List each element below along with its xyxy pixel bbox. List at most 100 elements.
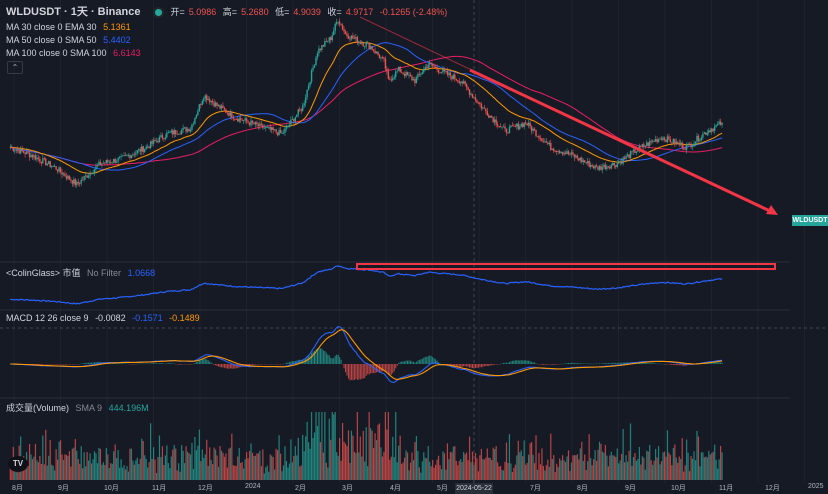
candle-body xyxy=(28,152,31,158)
volume-bar xyxy=(15,464,17,480)
volume-bar xyxy=(85,466,87,480)
volume-bar xyxy=(204,454,206,480)
volume-bar xyxy=(573,455,576,480)
candle-body xyxy=(694,141,697,144)
candle-body xyxy=(616,163,618,167)
volume-bar xyxy=(606,455,608,480)
candle-body xyxy=(420,74,422,76)
candle-body xyxy=(471,93,474,98)
candle-body xyxy=(180,130,183,134)
volume-bar xyxy=(579,448,581,480)
volume-legend[interactable]: 成交量(Volume) SMA 9 444.196M xyxy=(6,402,153,415)
macd-bar xyxy=(200,359,202,364)
macd-bar xyxy=(333,357,335,364)
candle-body xyxy=(663,137,666,140)
volume-bar xyxy=(587,461,589,480)
ma100-line xyxy=(10,55,723,166)
macd-bar xyxy=(113,363,115,364)
volume-bar xyxy=(178,463,180,480)
candle-body xyxy=(201,100,203,105)
candle-body xyxy=(138,149,140,151)
symbol-title[interactable]: WLDUSDT · 1天 · Binance xyxy=(6,6,141,18)
candle-body xyxy=(668,136,670,140)
candle-body xyxy=(365,43,367,47)
candle-body xyxy=(155,140,158,142)
macd-bar xyxy=(207,360,209,364)
macd-bar xyxy=(45,364,47,365)
candle-body xyxy=(563,152,565,155)
volume-bar xyxy=(477,471,480,480)
volume-bar xyxy=(408,470,410,480)
macd-bar xyxy=(606,363,608,364)
candle-body xyxy=(149,141,152,149)
candle-body xyxy=(364,46,366,48)
volume-bar xyxy=(719,445,722,480)
volume-bar xyxy=(647,451,649,480)
candle-body xyxy=(491,115,493,118)
volume-bar xyxy=(334,412,336,480)
macd-bar xyxy=(674,364,676,366)
ma30-path xyxy=(10,41,723,174)
volume-bar xyxy=(597,449,599,480)
volume-bar xyxy=(675,457,677,480)
x-tick: 7月 xyxy=(530,485,541,492)
ma30-legend[interactable]: MA 30 close 0 EMA 30 5.1361 xyxy=(6,21,135,34)
candle-body xyxy=(335,22,338,24)
candle-body xyxy=(281,132,283,134)
macd-bar xyxy=(284,363,286,364)
volume-bar xyxy=(680,458,682,480)
ma50-legend[interactable]: MA 50 close 0 SMA 50 5.4402 xyxy=(6,34,135,47)
candle-body xyxy=(307,85,310,90)
macd-bar xyxy=(411,361,413,364)
volume-bar xyxy=(715,459,717,480)
candle-body xyxy=(297,109,299,115)
candle-body xyxy=(197,111,199,116)
macd-bar xyxy=(309,355,311,364)
volume-bar xyxy=(486,448,488,480)
volume-bar xyxy=(420,472,422,480)
volume-bar xyxy=(538,453,540,480)
candle-body xyxy=(278,129,280,136)
macd-bar xyxy=(321,348,323,364)
macd-bar xyxy=(415,361,417,364)
volume-bar xyxy=(325,462,327,480)
candle-body xyxy=(395,71,397,77)
macd-legend[interactable]: MACD 12 26 close 9 -0.0082 -0.1571 -0.14… xyxy=(6,312,204,325)
volume-bar xyxy=(65,454,68,480)
ma100-label: MA 100 close 0 SMA 100 xyxy=(6,48,107,58)
macd-bar xyxy=(480,364,482,368)
collapse-legend-button[interactable]: ⌃ xyxy=(7,61,23,74)
volume-bar xyxy=(483,459,485,480)
volume-bar xyxy=(576,454,578,480)
ma100-legend[interactable]: MA 100 close 0 SMA 100 6.6143 xyxy=(6,47,145,60)
candle-body xyxy=(715,124,717,127)
candle-body xyxy=(157,140,159,143)
candle-body xyxy=(558,151,561,154)
volume-bar xyxy=(130,448,133,480)
macd-bar xyxy=(683,364,685,366)
candle-body xyxy=(167,132,170,134)
macd-bar xyxy=(504,362,506,364)
candle-body xyxy=(397,66,400,71)
macd-bar xyxy=(581,363,583,364)
macd-bar xyxy=(229,364,231,369)
macd-bar xyxy=(553,364,555,365)
volume-bar xyxy=(154,459,156,480)
tradingview-logo[interactable]: TV xyxy=(8,456,28,472)
ma30-label: MA 30 close 0 EMA 30 xyxy=(6,22,97,32)
macd-bar xyxy=(120,363,122,364)
ma30-line xyxy=(10,41,723,174)
candle-body xyxy=(362,43,364,47)
macd-bar xyxy=(519,360,521,364)
macd-bar xyxy=(209,361,211,364)
macd-bar xyxy=(579,363,581,364)
coinglass-legend[interactable]: <ColinGlass> 市值 No Filter 1.0668 xyxy=(6,267,159,280)
volume-bar xyxy=(532,454,534,480)
volume-bar xyxy=(164,455,166,480)
candle-body xyxy=(511,125,514,127)
macd-bar xyxy=(461,364,463,367)
macd-bar xyxy=(610,363,612,364)
volume-bar xyxy=(396,462,398,480)
candle-body xyxy=(241,119,243,121)
